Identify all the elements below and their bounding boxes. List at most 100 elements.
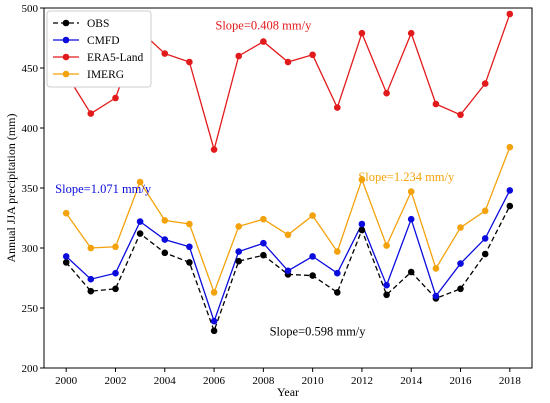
y-tick-label-200: 200 bbox=[22, 363, 39, 375]
data-point-cmfd-2018 bbox=[506, 187, 514, 194]
series-layer bbox=[62, 10, 514, 335]
data-point-era5-land-2004 bbox=[161, 50, 169, 57]
legend-label-imerg: IMERG bbox=[87, 69, 124, 81]
data-point-imerg-2001 bbox=[87, 244, 95, 252]
data-point-imerg-2004 bbox=[161, 217, 169, 224]
data-point-era5-land-2006 bbox=[210, 146, 218, 153]
data-point-cmfd-2011 bbox=[334, 269, 341, 277]
x-tick-label-2018: 2018 bbox=[499, 375, 522, 387]
data-point-obs-2001 bbox=[87, 287, 95, 295]
data-point-era5-land-2011 bbox=[334, 104, 341, 111]
x-tick-label-2014: 2014 bbox=[400, 375, 423, 387]
data-point-era5-land-2005 bbox=[186, 58, 193, 66]
data-point-cmfd-2000 bbox=[62, 253, 70, 260]
data-point-imerg-2018 bbox=[506, 143, 514, 151]
data-point-cmfd-2001 bbox=[87, 275, 95, 283]
data-point-obs-2017 bbox=[481, 250, 489, 258]
y-tick-label-450: 450 bbox=[22, 63, 39, 75]
data-point-era5-land-2002 bbox=[112, 94, 119, 102]
slope-annotations: Slope=0.408 mm/y Slope=1.234 mm/y Slope=1.… bbox=[55, 19, 455, 339]
data-point-imerg-2002 bbox=[112, 243, 119, 251]
legend: OBS CMFD ERA5-Land IMERG bbox=[46, 10, 152, 88]
data-point-imerg-2017 bbox=[481, 207, 489, 215]
legend-marker-imerg bbox=[62, 70, 70, 78]
data-point-obs-2010 bbox=[309, 272, 316, 279]
data-point-obs-2008 bbox=[260, 251, 267, 259]
x-axis-label: Year bbox=[277, 385, 299, 399]
y-tick-label-500: 500 bbox=[22, 3, 39, 15]
data-point-obs-2016 bbox=[457, 285, 464, 293]
data-point-era5-land-2016 bbox=[457, 111, 464, 119]
legend-label-obs: OBS bbox=[87, 18, 109, 30]
data-point-cmfd-2013 bbox=[383, 281, 390, 289]
data-point-imerg-2010 bbox=[309, 212, 316, 219]
data-point-obs-2002 bbox=[112, 285, 119, 293]
data-point-imerg-2013 bbox=[383, 242, 390, 249]
data-point-imerg-2016 bbox=[457, 224, 464, 231]
data-point-imerg-2009 bbox=[284, 231, 292, 239]
data-point-era5-land-2007 bbox=[235, 52, 242, 60]
data-point-obs-2003 bbox=[136, 230, 144, 237]
data-point-cmfd-2008 bbox=[260, 239, 267, 247]
slope-annotation-3: Slope=1.071 mm/y bbox=[55, 182, 152, 196]
data-point-obs-2007 bbox=[235, 257, 242, 265]
data-point-obs-2018 bbox=[506, 202, 514, 210]
data-point-era5-land-2008 bbox=[260, 38, 267, 45]
data-point-cmfd-2016 bbox=[457, 260, 464, 267]
legend-label-era5-land: ERA5-Land bbox=[87, 52, 143, 64]
data-point-cmfd-2017 bbox=[481, 235, 489, 242]
x-tick-label-2006: 2006 bbox=[203, 375, 226, 387]
data-point-imerg-2003 bbox=[136, 178, 144, 186]
x-tick-label-2000: 2000 bbox=[55, 375, 78, 387]
x-tick-label-2004: 2004 bbox=[154, 375, 177, 387]
data-point-era5-land-2014 bbox=[407, 29, 415, 37]
data-point-cmfd-2003 bbox=[136, 218, 144, 225]
slope-annotation-2: Slope=1.234 mm/y bbox=[358, 170, 455, 184]
data-point-imerg-2012 bbox=[358, 176, 366, 183]
x-tick-label-2008: 2008 bbox=[252, 375, 275, 387]
legend-label-cmfd: CMFD bbox=[87, 35, 120, 47]
data-point-era5-land-2013 bbox=[383, 89, 390, 97]
x-tick-label-2002: 2002 bbox=[104, 375, 126, 387]
data-point-obs-2013 bbox=[383, 291, 390, 299]
slope-annotation-4: Slope=0.598 mm/y bbox=[270, 325, 367, 339]
slope-annotation-1: Slope=0.408 mm/y bbox=[215, 19, 312, 33]
legend-marker-era5-land bbox=[62, 53, 70, 61]
data-point-cmfd-2010 bbox=[309, 253, 316, 260]
x-tick-label-2010: 2010 bbox=[302, 375, 325, 387]
data-point-imerg-2000 bbox=[62, 209, 70, 217]
legend-marker-obs bbox=[62, 19, 70, 27]
axes-layer: 2000 2002 2004 2006 2008 2010 2012 2014 2016 2018… bbox=[22, 3, 533, 387]
data-point-obs-2000 bbox=[62, 259, 70, 266]
data-point-imerg-2006 bbox=[210, 289, 218, 296]
x-tick-label-2012: 2012 bbox=[351, 375, 373, 387]
legend-box bbox=[46, 10, 152, 88]
x-tick-label-2016: 2016 bbox=[450, 375, 473, 387]
data-point-era5-land-2015 bbox=[432, 100, 440, 108]
y-tick-label-350: 350 bbox=[22, 183, 39, 195]
data-point-imerg-2015 bbox=[432, 265, 440, 272]
y-tick-label-400: 400 bbox=[22, 123, 39, 135]
data-point-obs-2006 bbox=[210, 327, 218, 335]
data-point-imerg-2005 bbox=[186, 220, 193, 228]
data-point-obs-2012 bbox=[358, 226, 366, 234]
data-point-cmfd-2009 bbox=[284, 267, 292, 275]
data-point-era5-land-2017 bbox=[481, 80, 489, 87]
data-point-obs-2004 bbox=[161, 249, 169, 257]
data-point-cmfd-2005 bbox=[186, 243, 193, 251]
data-point-imerg-2008 bbox=[260, 215, 267, 223]
data-point-era5-land-2012 bbox=[358, 29, 366, 37]
data-point-imerg-2011 bbox=[334, 248, 341, 255]
data-point-era5-land-2018 bbox=[506, 10, 514, 18]
data-point-obs-2005 bbox=[186, 259, 193, 266]
legend-marker-cmfd bbox=[62, 36, 70, 44]
data-point-cmfd-2015 bbox=[432, 292, 440, 300]
data-point-obs-2011 bbox=[334, 289, 341, 296]
y-axis-label: Annual JJA precipitation (mm) bbox=[4, 114, 18, 263]
data-point-era5-land-2009 bbox=[284, 58, 292, 66]
y-tick-label-250: 250 bbox=[22, 303, 39, 315]
data-point-imerg-2007 bbox=[235, 223, 242, 230]
data-point-era5-land-2001 bbox=[87, 110, 95, 117]
data-point-cmfd-2014 bbox=[407, 215, 415, 223]
